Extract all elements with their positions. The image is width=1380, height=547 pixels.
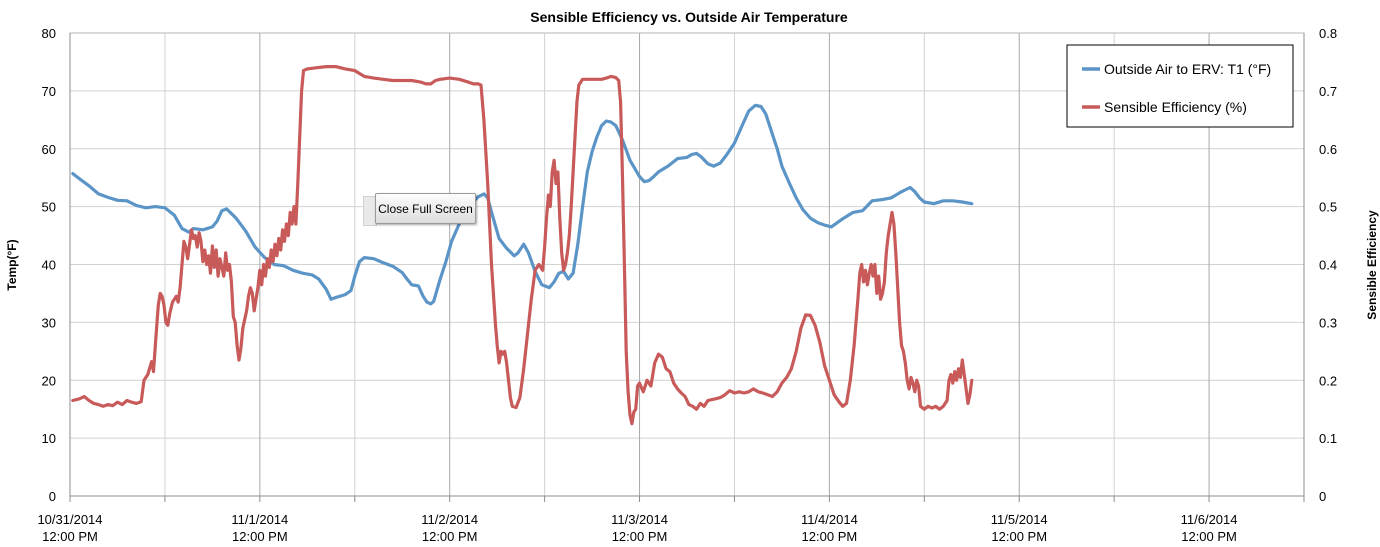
y-tick-label-right: 0.3	[1319, 315, 1337, 330]
x-tick-label-time: 12:00 PM	[1181, 529, 1237, 544]
y-axis-label-left: Temp(°F)	[5, 239, 19, 290]
x-tick-label-time: 12:00 PM	[991, 529, 1047, 544]
x-tick-label-time: 12:00 PM	[232, 529, 288, 544]
series-line-1	[71, 103, 974, 306]
y-tick-label-left: 50	[42, 200, 56, 215]
y-tick-label-right: 0.1	[1319, 431, 1337, 446]
x-tick-label-time: 12:00 PM	[422, 529, 478, 544]
x-tick-label-time: 12:00 PM	[42, 529, 98, 544]
legend-box	[1066, 44, 1294, 128]
y-tick-label-left: 0	[49, 489, 56, 504]
x-tick-label-date: 10/31/2014	[37, 512, 102, 527]
y-tick-label-right: 0.7	[1319, 84, 1337, 99]
x-tick-label-time: 12:00 PM	[802, 529, 858, 544]
x-tick-label-date: 11/1/2014	[231, 512, 288, 527]
y-tick-label-left: 40	[42, 258, 56, 273]
x-tick-label-date: 11/4/2014	[801, 512, 858, 527]
x-tick-label-date: 11/5/2014	[991, 512, 1048, 527]
y-tick-label-left: 60	[42, 142, 56, 157]
chart-title: Sensible Efficiency vs. Outside Air Temp…	[530, 9, 848, 25]
y-tick-label-right: 0.8	[1319, 26, 1337, 41]
y-tick-label-left: 30	[42, 315, 56, 330]
y-tick-label-right: 0.2	[1319, 373, 1337, 388]
x-tick-label-date: 11/3/2014	[611, 512, 668, 527]
legend-entry: Outside Air to ERV: T1 (°F)	[1104, 61, 1271, 77]
x-tick-label-date: 11/2/2014	[421, 512, 478, 527]
y-tick-label-right: 0.4	[1319, 258, 1337, 273]
x-tick-label-time: 12:00 PM	[612, 529, 668, 544]
y-tick-label-left: 10	[42, 431, 56, 446]
y-tick-label-right: 0.5	[1319, 200, 1337, 215]
x-tick-label-date: 11/6/2014	[1181, 512, 1238, 527]
chart-legend: Outside Air to ERV: T1 (°F) Sensible Effi…	[1066, 44, 1294, 128]
legend-entry: Sensible Efficiency (%)	[1104, 99, 1247, 115]
series-line-2	[71, 64, 974, 426]
y-tick-label-left: 20	[42, 373, 56, 388]
close-full-screen-button[interactable]: Close Full Screen	[375, 193, 476, 224]
y-axis-label-right: Sensible Efficiency	[1365, 210, 1379, 320]
y-tick-label-right: 0	[1319, 489, 1326, 504]
y-tick-label-left: 80	[42, 26, 56, 41]
chart-axes: 0 10 20 30 40 50 60 70 80 0 0.1 0.2 0.3 0.4 0.5 0.6 0.7 0…	[37, 26, 1337, 544]
y-tick-label-left: 70	[42, 84, 56, 99]
y-tick-label-right: 0.6	[1319, 142, 1337, 157]
chart-series	[71, 64, 974, 426]
